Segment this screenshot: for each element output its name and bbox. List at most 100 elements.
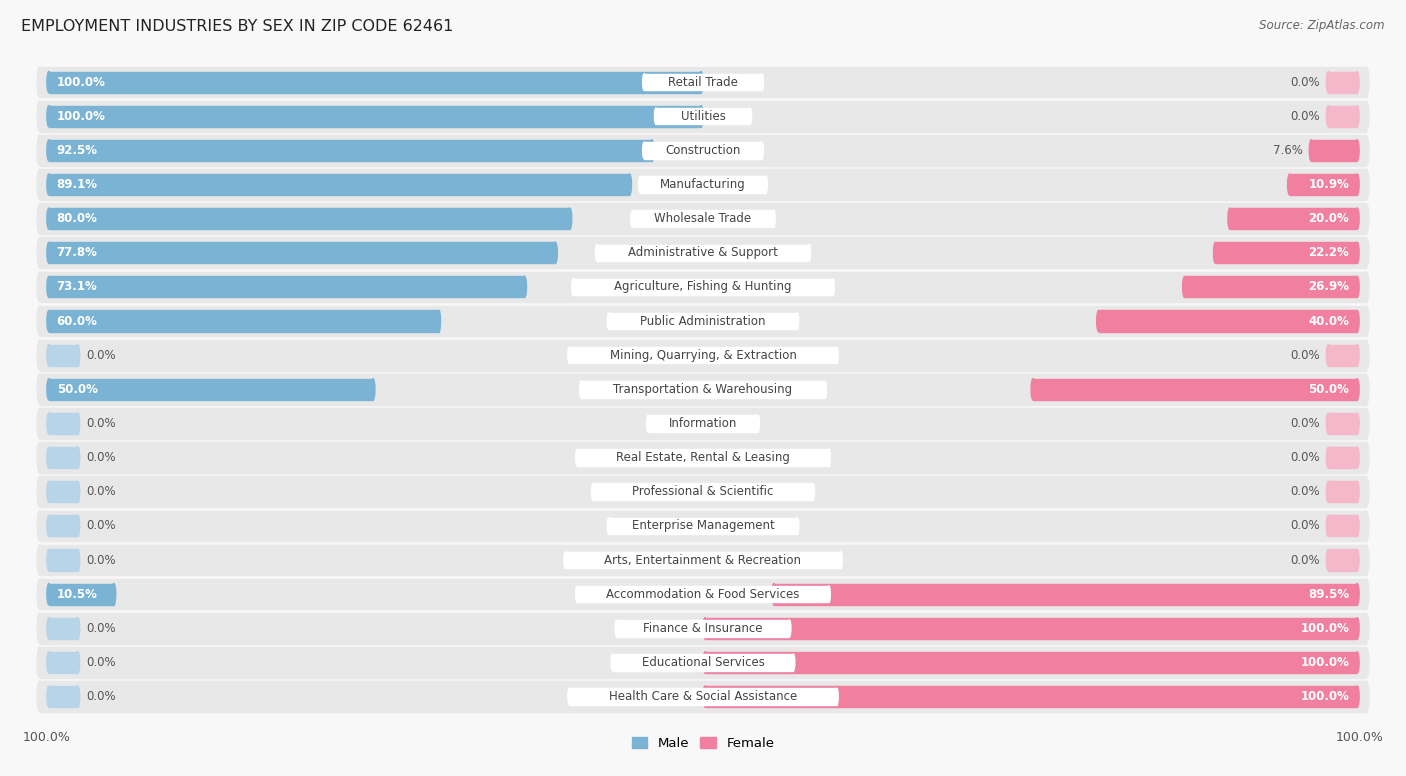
Circle shape xyxy=(111,584,115,605)
Bar xyxy=(1329,447,1357,468)
Text: 22.2%: 22.2% xyxy=(1309,246,1350,259)
Circle shape xyxy=(1213,242,1218,263)
Circle shape xyxy=(46,652,51,673)
Text: 0.0%: 0.0% xyxy=(86,622,115,635)
Circle shape xyxy=(46,447,51,468)
Circle shape xyxy=(699,71,703,92)
Text: 73.1%: 73.1% xyxy=(56,280,97,293)
Bar xyxy=(593,483,813,500)
Text: 92.5%: 92.5% xyxy=(56,144,97,157)
Circle shape xyxy=(76,618,80,639)
Circle shape xyxy=(37,340,44,371)
Text: Real Estate, Rental & Leasing: Real Estate, Rental & Leasing xyxy=(616,451,790,464)
Circle shape xyxy=(575,449,579,466)
Circle shape xyxy=(607,313,610,329)
Circle shape xyxy=(37,135,44,166)
Circle shape xyxy=(763,176,768,192)
Circle shape xyxy=(1355,106,1360,126)
Circle shape xyxy=(76,345,80,365)
Circle shape xyxy=(1355,515,1360,536)
Text: 10.5%: 10.5% xyxy=(56,587,97,601)
Text: 0.0%: 0.0% xyxy=(86,485,115,498)
Bar xyxy=(49,447,77,468)
Circle shape xyxy=(654,108,658,124)
Bar xyxy=(574,279,832,295)
Bar xyxy=(613,654,793,670)
Text: Finance & Insurance: Finance & Insurance xyxy=(644,622,762,635)
Circle shape xyxy=(37,203,44,234)
Text: 0.0%: 0.0% xyxy=(1291,75,1320,88)
Text: 0.0%: 0.0% xyxy=(1291,485,1320,498)
Bar xyxy=(644,142,762,158)
Circle shape xyxy=(46,71,51,92)
Circle shape xyxy=(76,686,80,707)
Circle shape xyxy=(831,279,834,295)
Bar xyxy=(1185,276,1357,297)
Bar xyxy=(1329,106,1357,126)
Circle shape xyxy=(1362,613,1369,643)
Text: 10.9%: 10.9% xyxy=(1309,178,1350,191)
Bar xyxy=(1033,379,1357,400)
Circle shape xyxy=(703,686,707,707)
Bar xyxy=(49,549,77,570)
Bar xyxy=(49,618,77,639)
Circle shape xyxy=(1326,345,1330,365)
Circle shape xyxy=(46,345,51,365)
Bar xyxy=(569,347,837,363)
Bar xyxy=(39,67,1367,98)
Circle shape xyxy=(1362,237,1369,268)
Bar xyxy=(1329,413,1357,434)
Circle shape xyxy=(643,142,645,158)
Circle shape xyxy=(371,379,375,400)
Text: Manufacturing: Manufacturing xyxy=(661,178,745,191)
Circle shape xyxy=(643,74,645,90)
Circle shape xyxy=(76,549,80,570)
Circle shape xyxy=(76,481,80,502)
Bar xyxy=(39,101,1367,132)
Circle shape xyxy=(1362,681,1369,712)
Text: 80.0%: 80.0% xyxy=(56,212,97,225)
Bar xyxy=(1329,71,1357,92)
Circle shape xyxy=(46,140,51,161)
Text: 60.0%: 60.0% xyxy=(56,314,97,327)
Circle shape xyxy=(37,169,44,200)
Text: 100.0%: 100.0% xyxy=(1301,656,1350,669)
Circle shape xyxy=(1362,135,1369,166)
Text: 0.0%: 0.0% xyxy=(1291,553,1320,566)
Text: Retail Trade: Retail Trade xyxy=(668,75,738,88)
Circle shape xyxy=(1362,511,1369,541)
Text: Utilities: Utilities xyxy=(681,109,725,123)
Circle shape xyxy=(638,176,643,192)
Circle shape xyxy=(650,140,654,161)
Circle shape xyxy=(76,447,80,468)
Circle shape xyxy=(1355,379,1360,400)
Circle shape xyxy=(1355,481,1360,502)
Circle shape xyxy=(1355,413,1360,434)
Circle shape xyxy=(46,584,51,605)
Circle shape xyxy=(575,586,579,602)
Circle shape xyxy=(46,549,51,570)
Circle shape xyxy=(1355,242,1360,263)
Bar xyxy=(49,413,77,434)
Circle shape xyxy=(761,74,763,90)
Circle shape xyxy=(835,347,838,363)
Circle shape xyxy=(748,108,752,124)
Circle shape xyxy=(572,279,575,295)
Bar xyxy=(1329,481,1357,502)
Bar xyxy=(49,174,630,195)
Circle shape xyxy=(1362,203,1369,234)
Circle shape xyxy=(772,210,775,227)
Circle shape xyxy=(612,654,614,670)
Circle shape xyxy=(1326,413,1330,434)
Circle shape xyxy=(1326,106,1330,126)
Text: Health Care & Social Assistance: Health Care & Social Assistance xyxy=(609,690,797,703)
Text: 40.0%: 40.0% xyxy=(1309,314,1350,327)
Circle shape xyxy=(37,476,44,507)
Bar xyxy=(49,242,555,263)
Circle shape xyxy=(46,515,51,536)
Circle shape xyxy=(568,208,572,229)
Circle shape xyxy=(46,481,51,502)
Circle shape xyxy=(792,654,794,670)
Circle shape xyxy=(1362,545,1369,575)
Circle shape xyxy=(37,408,44,438)
